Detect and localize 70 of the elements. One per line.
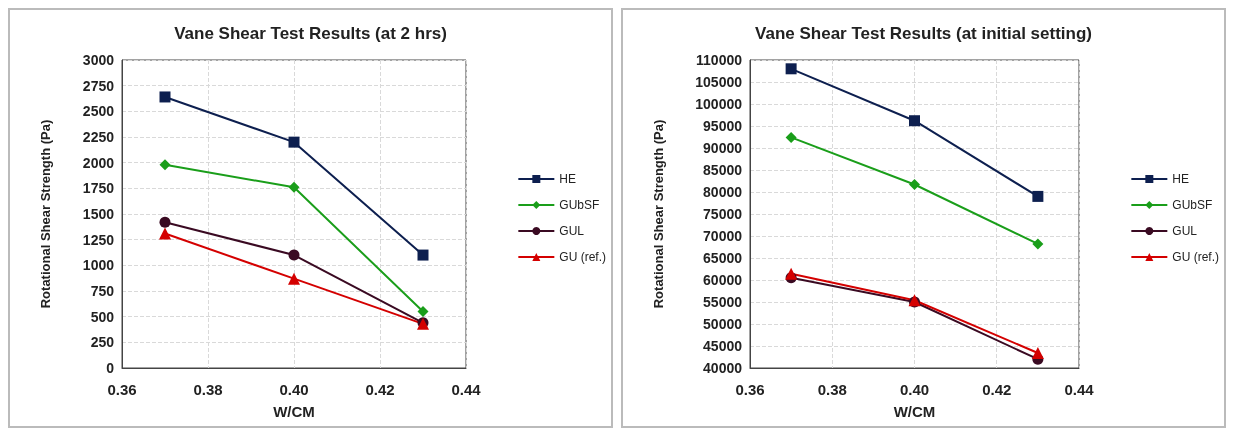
y-tick-label: 75000 [703, 206, 743, 222]
legend-label: GUL [559, 224, 585, 238]
y-tick-label: 40000 [703, 360, 743, 376]
chart-title: Vane Shear Test Results (at 2 hrs) [174, 24, 447, 43]
y-tick-label: 3000 [82, 52, 115, 68]
legend-label: HE [559, 172, 577, 186]
point [159, 227, 171, 240]
y-tick-label: 80000 [703, 184, 743, 200]
y-tick-label: 0 [106, 360, 115, 376]
y-tick-label: 110000 [696, 52, 743, 68]
y-tick-label: 45000 [703, 338, 743, 354]
point [288, 272, 300, 285]
x-tick-label: 0.42 [982, 381, 1012, 398]
y-tick-label: 55000 [703, 294, 743, 310]
legend-label: GUL [1172, 224, 1198, 238]
y-tick-label: 750 [90, 283, 115, 299]
point [417, 306, 429, 318]
point [785, 267, 798, 280]
legend-label: GUbSF [1172, 198, 1213, 212]
point [288, 181, 300, 193]
point [417, 249, 429, 261]
point [909, 179, 920, 191]
x-tick-label: 0.38 [193, 381, 223, 398]
point [909, 115, 920, 127]
y-axis-title: Rotational Shear Strength (Pa) [651, 119, 666, 309]
y-tick-label: 1500 [82, 206, 115, 222]
y-tick-label: 1750 [82, 180, 115, 197]
y-tick-label: 50000 [703, 316, 743, 332]
y-tick-label: 1000 [82, 257, 115, 274]
y-tick-label: 95000 [703, 118, 743, 134]
legend-label: GU (ref.) [559, 250, 607, 264]
point [785, 131, 797, 143]
legend-label: GUbSF [559, 198, 600, 212]
y-tick-label: 2000 [82, 154, 115, 171]
y-tick-label: 2750 [82, 77, 115, 94]
x-tick-label: 0.44 [451, 381, 482, 398]
point [288, 249, 300, 261]
x-tick-label: 0.40 [899, 381, 930, 398]
legend-label: HE [1172, 172, 1190, 186]
point [159, 216, 171, 228]
y-tick-label: 2250 [82, 129, 115, 145]
point [1032, 238, 1044, 250]
y-tick-label: 500 [90, 308, 115, 325]
chart-title: Vane Shear Test Results (at initial setting) [755, 24, 1092, 43]
x-tick-label: 0.44 [1064, 381, 1095, 398]
y-tick-label: 250 [90, 334, 115, 351]
x-tick-label: 0.38 [817, 381, 847, 398]
y-tick-label: 1250 [82, 231, 115, 248]
x-axis-title: W/CM [893, 403, 936, 420]
point [1031, 347, 1044, 360]
legend-label: GU (ref.) [1172, 250, 1220, 264]
y-tick-label: 70000 [703, 228, 743, 244]
y-axis-title: Rotational Shear Strength (Pa) [38, 119, 53, 309]
y-tick-label: 105000 [695, 74, 743, 90]
point [288, 136, 300, 148]
y-tick-label: 90000 [703, 140, 743, 156]
y-tick-label: 60000 [703, 272, 743, 288]
x-tick-label: 0.36 [107, 381, 137, 398]
y-tick-label: 65000 [703, 250, 743, 266]
point [159, 91, 171, 103]
y-tick-label: 2500 [82, 103, 115, 120]
point [1032, 190, 1044, 202]
point [785, 63, 797, 75]
x-axis-title: W/CM [273, 403, 315, 420]
x-tick-label: 0.42 [365, 381, 395, 398]
x-tick-label: 0.36 [735, 381, 765, 398]
y-tick-label: 85000 [703, 162, 743, 178]
x-tick-label: 0.40 [279, 381, 309, 398]
point [159, 159, 171, 171]
y-tick-label: 100000 [695, 96, 743, 112]
